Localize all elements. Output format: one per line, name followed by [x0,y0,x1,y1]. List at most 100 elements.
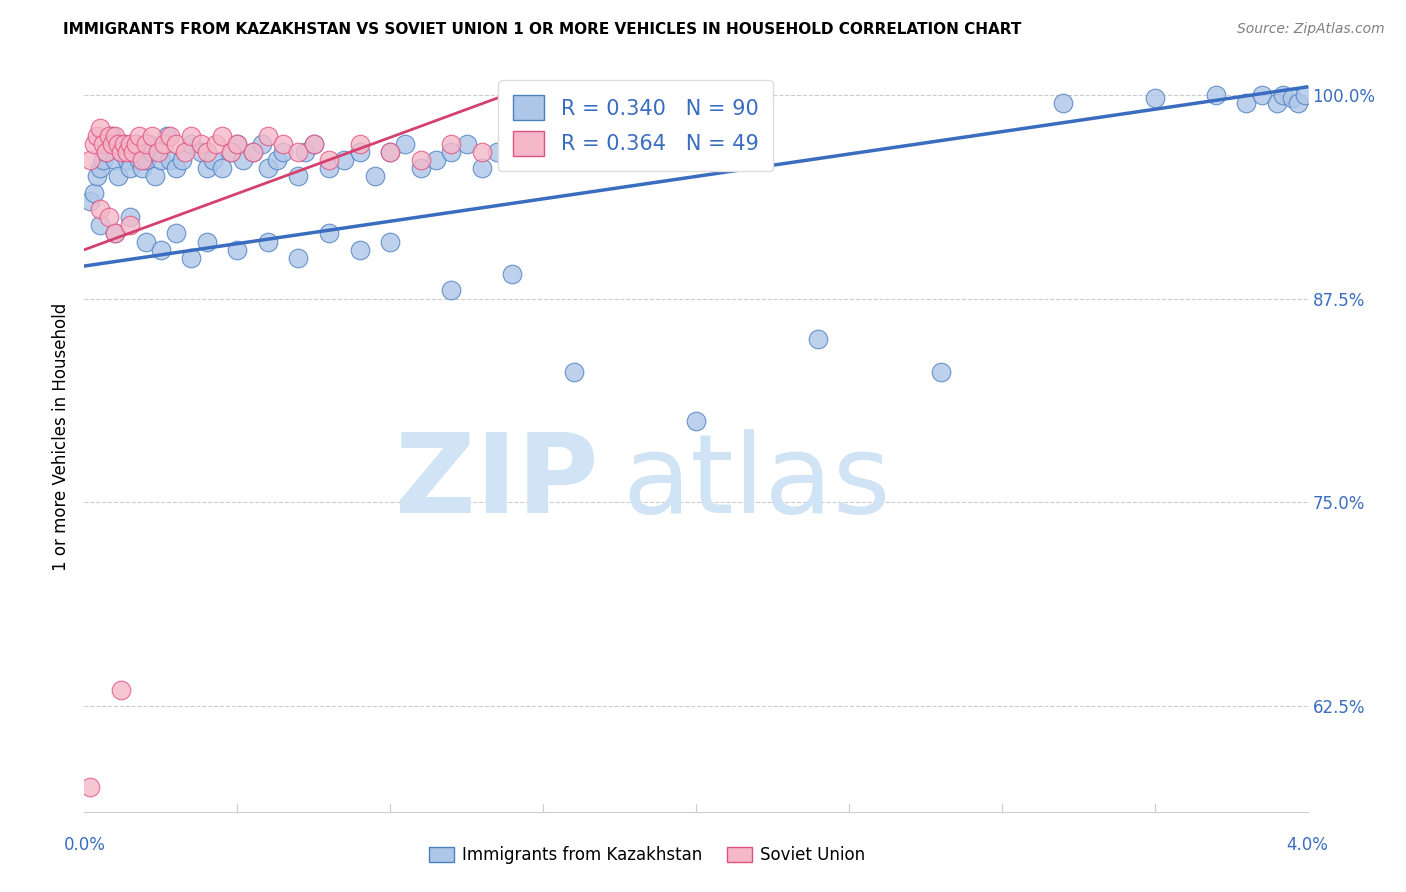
Point [257,128,280,143]
Point [333,153,356,168]
Point [149,243,172,257]
Point [149,153,172,168]
Point [143,169,166,184]
Point [929,365,952,379]
Point [138,136,160,151]
Text: 4.0%: 4.0% [1286,836,1329,855]
Point [211,128,233,143]
Point [79,194,101,208]
Text: 0.0%: 0.0% [63,836,105,855]
Text: ZIP: ZIP [395,428,598,535]
Point [107,169,129,184]
Point [1143,91,1166,105]
Point [211,161,233,176]
Point [180,136,202,151]
Point [380,145,402,159]
Point [128,128,150,143]
Point [201,153,224,168]
Point [226,136,249,151]
Point [131,153,153,168]
Point [120,219,142,233]
Point [79,780,101,795]
Point [104,227,127,241]
Point [242,145,264,159]
Point [257,235,280,249]
Point [380,235,402,249]
Point [502,153,524,168]
Point [115,153,138,168]
Point [94,145,117,159]
Point [562,145,585,159]
Point [1205,88,1227,103]
Point [205,136,228,151]
Point [141,128,163,143]
Point [159,128,181,143]
Point [318,153,340,168]
Point [122,145,145,159]
Point [271,136,294,151]
Point [502,136,524,151]
Point [174,145,197,159]
Point [86,128,108,143]
Point [83,186,105,200]
Point [159,153,181,168]
Point [110,682,132,697]
Point [287,251,309,265]
Point [425,153,447,168]
Point [685,414,707,428]
Point [94,145,117,159]
Point [104,153,127,168]
Point [125,136,148,151]
Text: Source: ZipAtlas.com: Source: ZipAtlas.com [1237,22,1385,37]
Point [97,210,120,224]
Point [110,145,132,159]
Point [486,145,509,159]
Point [104,128,127,143]
Point [122,145,145,159]
Point [1281,91,1303,105]
Point [250,136,273,151]
Point [349,243,371,257]
Point [271,145,294,159]
Point [318,161,340,176]
Point [624,145,647,159]
Point [318,227,340,241]
Point [1236,96,1258,111]
Point [1294,88,1316,103]
Point [226,136,249,151]
Point [195,145,218,159]
Point [440,284,463,298]
Point [349,145,371,159]
Point [146,145,169,159]
Point [120,210,142,224]
Point [97,136,120,151]
Point [807,332,830,346]
Point [409,161,432,176]
Point [89,202,111,216]
Point [349,136,371,151]
Point [266,153,288,168]
Point [287,145,309,159]
Point [91,136,114,151]
Point [89,219,111,233]
Point [131,161,153,176]
Point [302,136,325,151]
Point [135,153,157,168]
Point [104,227,127,241]
Point [153,136,176,151]
Point [190,145,212,159]
Point [294,145,316,159]
Y-axis label: 1 or more Vehicles in Household: 1 or more Vehicles in Household [52,303,70,571]
Point [141,145,163,159]
Point [531,136,554,151]
Point [195,235,218,249]
Point [97,128,120,143]
Point [89,120,111,135]
Legend: Immigrants from Kazakhstan, Soviet Union: Immigrants from Kazakhstan, Soviet Union [422,839,872,871]
Point [120,161,142,176]
Point [232,153,254,168]
Text: atlas: atlas [623,428,891,535]
Point [172,153,194,168]
Point [120,136,142,151]
Point [593,136,616,151]
